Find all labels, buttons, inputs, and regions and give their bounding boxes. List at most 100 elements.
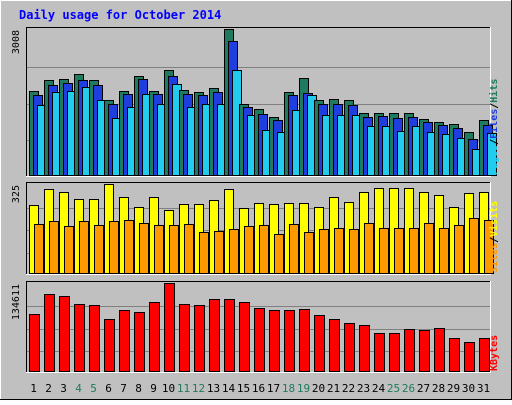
- day-label-25: 25: [387, 382, 400, 395]
- day-label-8: 8: [135, 382, 142, 395]
- day-label-26: 26: [402, 382, 415, 395]
- bar-kbytes-day-13: [209, 299, 220, 372]
- day-label-5: 5: [90, 382, 97, 395]
- bar-kbytes-day-11: [179, 304, 190, 372]
- bar-sites-day-10: [169, 225, 179, 274]
- bar-sites-day-21: [334, 228, 344, 274]
- bar-kbytes-day-14: [224, 299, 235, 372]
- legend-kbytes: KBytes: [489, 335, 500, 371]
- day-label-28: 28: [432, 382, 445, 395]
- bar-kbytes-day-26: [404, 329, 415, 372]
- panel-2-ymax-label: 325: [11, 185, 22, 203]
- bar-sites-day-6: [109, 221, 119, 274]
- bar-sites-day-12: [199, 232, 209, 274]
- bar-sites-day-9: [154, 225, 164, 274]
- day-label-22: 22: [342, 382, 355, 395]
- legend-separator: /: [489, 103, 500, 109]
- panel-1-legend: Pages/Files/Hits: [488, 79, 500, 175]
- bar-sites-day-7: [124, 220, 134, 274]
- bar-sites-day-30: [469, 218, 479, 274]
- day-label-15: 15: [237, 382, 250, 395]
- bar-sites-day-20: [319, 229, 329, 274]
- day-label-18: 18: [282, 382, 295, 395]
- day-label-1: 1: [30, 382, 37, 395]
- bar-kbytes-day-30: [464, 342, 475, 372]
- bar-sites-day-31: [484, 220, 494, 274]
- day-label-20: 20: [312, 382, 325, 395]
- day-label-16: 16: [252, 382, 265, 395]
- legend-sites: Sites: [488, 243, 500, 273]
- day-label-7: 7: [120, 382, 127, 395]
- day-labels: 1 2 3 4 5 6 7 8 9 10 11 12 13 14 15 16 17 18 19 20 21 22 23 24 2…: [30, 382, 490, 395]
- bar-kbytes-day-15: [239, 302, 250, 372]
- legend-files: Files: [488, 109, 500, 139]
- day-label-6: 6: [105, 382, 112, 395]
- day-label-30: 30: [462, 382, 475, 395]
- bar-sites-day-19: [304, 232, 314, 274]
- legend-pages: Pages: [489, 145, 500, 175]
- bar-sites-day-28: [439, 228, 449, 274]
- bar-sites-day-8: [139, 223, 149, 274]
- bar-kbytes-day-31: [479, 338, 490, 372]
- bar-kbytes-day-22: [344, 323, 355, 372]
- day-label-10: 10: [162, 382, 175, 395]
- day-label-17: 17: [267, 382, 280, 395]
- panel-3-legend: KBytes: [489, 335, 500, 371]
- day-label-2: 2: [45, 382, 52, 395]
- bar-kbytes-day-6: [104, 319, 115, 372]
- day-label-14: 14: [222, 382, 236, 395]
- bar-kbytes-day-23: [359, 325, 370, 372]
- bar-kbytes-day-4: [74, 304, 85, 372]
- day-label-21: 21: [327, 382, 340, 395]
- bar-sites-day-13: [214, 231, 224, 274]
- panel-3: 134611 KBytes: [11, 281, 500, 373]
- bar-kbytes-day-9: [149, 302, 160, 372]
- day-label-9: 9: [150, 382, 157, 395]
- bar-kbytes-day-21: [329, 319, 340, 372]
- legend-visits: Visits: [488, 201, 500, 237]
- bar-kbytes-day-27: [419, 330, 430, 372]
- bar-kbytes-day-19: [299, 309, 310, 372]
- bar-kbytes-day-1: [29, 314, 40, 372]
- day-label-4: 4: [75, 382, 82, 395]
- day-label-19: 19: [297, 382, 310, 395]
- bar-sites-day-27: [424, 223, 434, 274]
- day-label-29: 29: [447, 382, 460, 395]
- panel-1-ymax-label: 3008: [11, 30, 22, 54]
- panel-2: 325 Sites/Visits: [11, 182, 500, 275]
- panel-2-legend: Sites/Visits: [488, 201, 500, 273]
- bar-pages-day-31: [487, 133, 497, 176]
- bar-kbytes-day-16: [254, 308, 265, 372]
- bar-kbytes-day-12: [194, 305, 205, 372]
- bar-kbytes-day-20: [314, 315, 325, 372]
- bar-kbytes-day-17: [269, 310, 280, 372]
- bar-sites-day-17: [274, 234, 284, 274]
- bar-kbytes-day-2: [44, 294, 55, 372]
- legend-separator: /: [489, 237, 500, 243]
- chart-title: Daily usage for October 2014: [19, 8, 221, 22]
- bar-sites-day-25: [394, 228, 404, 274]
- bar-kbytes-day-3: [59, 296, 70, 372]
- bar-sites-day-14: [229, 229, 239, 274]
- legend-separator: /: [489, 139, 500, 145]
- day-label-23: 23: [357, 382, 370, 395]
- bar-kbytes-day-7: [119, 310, 130, 372]
- bar-sites-day-24: [379, 228, 389, 274]
- day-label-27: 27: [417, 382, 430, 395]
- bar-sites-day-26: [409, 228, 419, 274]
- panel-3-ymax-label: 134611: [11, 284, 22, 320]
- bar-sites-day-2: [49, 221, 59, 274]
- bar-kbytes-day-24: [374, 333, 385, 372]
- bar-kbytes-day-29: [449, 338, 460, 372]
- legend-hits: Hits: [488, 79, 500, 103]
- bar-sites-day-15: [244, 226, 254, 274]
- day-label-13: 13: [207, 382, 220, 395]
- bar-kbytes-day-8: [134, 312, 145, 372]
- day-label-11: 11: [177, 382, 190, 395]
- bar-sites-day-16: [259, 225, 269, 274]
- day-label-12: 12: [192, 382, 205, 395]
- bar-sites-day-18: [289, 224, 299, 274]
